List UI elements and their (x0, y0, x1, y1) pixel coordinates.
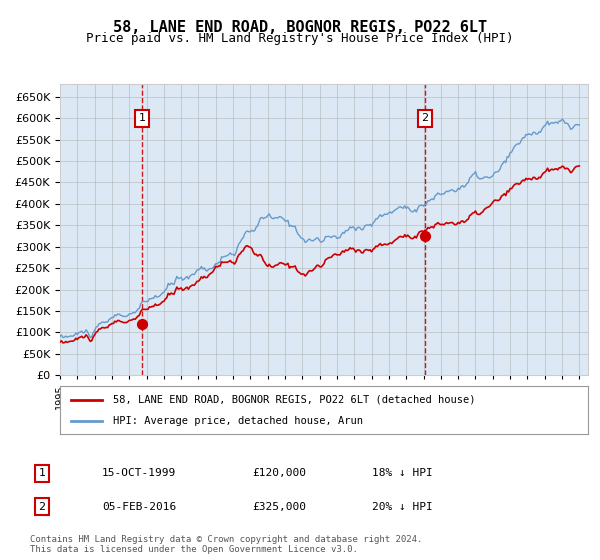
Text: 18% ↓ HPI: 18% ↓ HPI (372, 468, 433, 478)
Point (137, 319, 147, 328)
Text: £120,000: £120,000 (252, 468, 306, 478)
Text: 2: 2 (421, 113, 428, 123)
Text: 20% ↓ HPI: 20% ↓ HPI (372, 502, 433, 512)
Text: 1: 1 (38, 468, 46, 478)
Text: £325,000: £325,000 (252, 502, 306, 512)
Text: 2: 2 (38, 502, 46, 512)
Text: Price paid vs. HM Land Registry's House Price Index (HPI): Price paid vs. HM Land Registry's House … (86, 32, 514, 45)
Text: 1: 1 (139, 113, 146, 123)
Text: 05-FEB-2016: 05-FEB-2016 (102, 502, 176, 512)
Text: HPI: Average price, detached house, Arun: HPI: Average price, detached house, Arun (113, 416, 363, 426)
Text: Contains HM Land Registry data © Crown copyright and database right 2024.
This d: Contains HM Land Registry data © Crown c… (30, 535, 422, 554)
Point (420, 231, 430, 240)
Text: 15-OCT-1999: 15-OCT-1999 (102, 468, 176, 478)
Text: 58, LANE END ROAD, BOGNOR REGIS, PO22 6LT (detached house): 58, LANE END ROAD, BOGNOR REGIS, PO22 6L… (113, 395, 475, 405)
Text: 58, LANE END ROAD, BOGNOR REGIS, PO22 6LT: 58, LANE END ROAD, BOGNOR REGIS, PO22 6L… (113, 20, 487, 35)
